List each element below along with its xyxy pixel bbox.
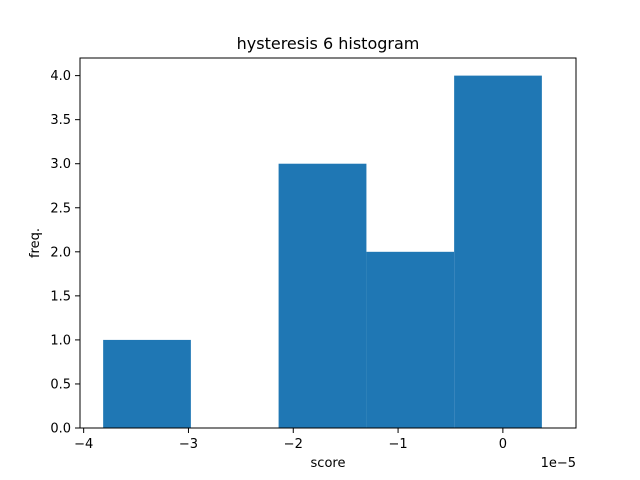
y-axis: 0.0 0.5 1.0 1.5 2.0 2.5 3.0 3.5 4.0	[50, 69, 80, 437]
y-tick-label: 1.0	[50, 333, 71, 348]
x-axis-offset-label: 1e−5	[541, 456, 576, 471]
x-axis: −4 −3 −2 −1 0	[74, 428, 507, 452]
y-tick-label: 3.0	[50, 157, 71, 172]
histogram-bar-0	[103, 339, 191, 428]
bars-group	[103, 75, 542, 428]
histogram-bar-3	[366, 251, 455, 428]
chart-title: hysteresis 6 histogram	[237, 34, 420, 53]
y-tick-label: 2.0	[50, 245, 71, 260]
x-axis-label: score	[311, 456, 346, 471]
histogram-bar-4	[454, 75, 542, 428]
y-tick-label: 0.0	[50, 422, 71, 437]
y-tick-label: 4.0	[50, 69, 71, 84]
plot-frame	[79, 57, 577, 429]
y-axis-label: freq.	[28, 228, 43, 258]
histogram-bar-2	[278, 163, 367, 428]
x-tick-label: −2	[284, 437, 303, 452]
y-tick-label: 2.5	[50, 201, 71, 216]
y-tick-label: 0.5	[50, 377, 71, 392]
y-tick-label: 3.5	[50, 113, 71, 128]
x-tick-label: 0	[499, 437, 507, 452]
x-tick-label: −3	[179, 437, 198, 452]
x-tick-label: −4	[74, 437, 93, 452]
y-tick-label: 1.5	[50, 289, 71, 304]
x-tick-label: −1	[388, 437, 407, 452]
